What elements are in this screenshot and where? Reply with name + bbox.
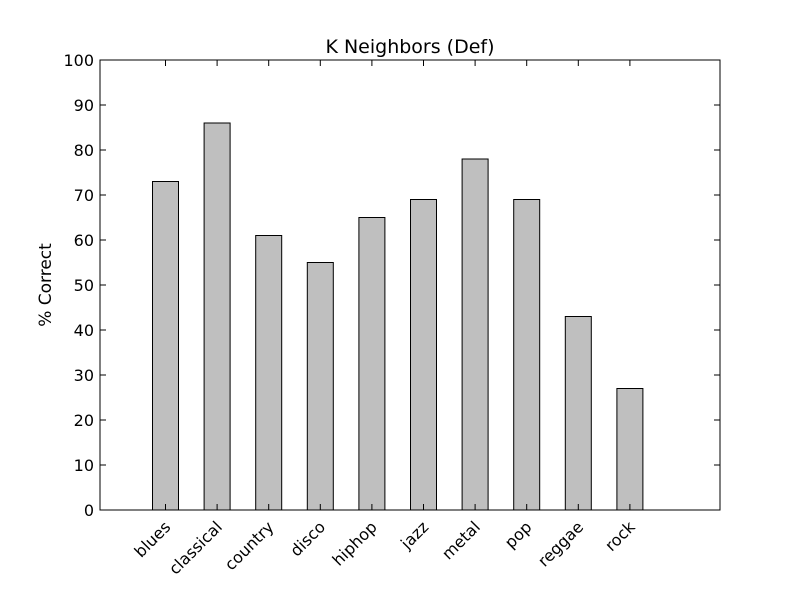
y-tick-label: 70 [74,186,94,205]
x-tick-label-reggae: reggae [534,517,587,570]
y-axis-label: % Correct [36,243,56,327]
y-tick-label: 40 [74,321,94,340]
x-tick-label-disco: disco [286,517,329,560]
y-tick-label: 90 [74,96,94,115]
x-tick-label-rock: rock [601,517,639,555]
bar-metal [461,158,489,511]
y-tick-label: 80 [74,141,94,160]
x-tick-label-blues: blues [131,517,175,561]
bar-blues [152,181,179,511]
bar-classical [203,122,231,511]
plot-area: 0 10 20 30 40 50 60 70 80 90 100 bluesclassicalcoun… [63,51,721,578]
bar-rock [616,388,644,511]
x-tick-label-jazz: jazz [396,517,432,553]
y-tick-label: 50 [74,276,94,295]
bar-pop [513,199,541,511]
y-tick-label: 0 [84,501,94,520]
y-tick-label: 100 [63,51,94,70]
bar-disco [306,262,334,511]
y-tick-label: 30 [74,366,94,385]
y-tick-label: 10 [74,456,94,475]
bar-reggae [564,316,592,511]
x-tick-label-metal: metal [438,517,484,563]
x-tick-label-hiphop: hiphop [329,517,381,569]
x-tick-label-classical: classical [165,517,226,578]
x-tick-label-country: country [221,517,278,574]
chart-title: K Neighbors (Def) [325,36,494,58]
bar-jazz [410,199,437,511]
bar-country [255,235,283,511]
bar-hiphop [358,217,386,511]
y-tick-label: 60 [74,231,94,250]
x-tick-label-pop: pop [501,517,536,552]
y-tick-label: 20 [74,411,94,430]
